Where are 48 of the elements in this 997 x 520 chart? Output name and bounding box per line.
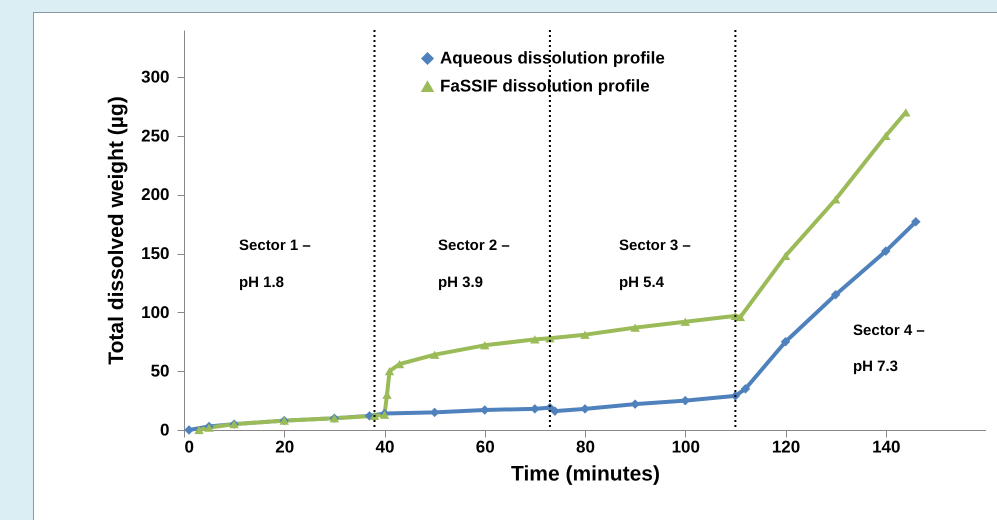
point bbox=[680, 318, 690, 326]
point bbox=[911, 217, 921, 227]
annotation: Sector 3 – bbox=[619, 237, 691, 254]
x-tick-label: 60 bbox=[476, 438, 495, 456]
point bbox=[881, 246, 890, 256]
y-tick-label: 0 bbox=[160, 420, 170, 440]
point bbox=[370, 412, 380, 420]
x-tick-label: 80 bbox=[576, 438, 595, 456]
point bbox=[780, 337, 790, 347]
x-axis-title: Time (minutes) bbox=[511, 462, 660, 486]
x-tick-label: 20 bbox=[275, 438, 294, 456]
x-tick-label: 100 bbox=[672, 438, 700, 456]
y-tick-label: 200 bbox=[141, 185, 170, 204]
point bbox=[430, 350, 440, 359]
x-tick-label: 40 bbox=[376, 438, 394, 456]
point bbox=[780, 252, 790, 260]
y-tick-label: 50 bbox=[150, 362, 170, 381]
annotation: Sector 4 – bbox=[853, 322, 925, 339]
legend-label: Aqueous dissolution profile bbox=[440, 48, 665, 68]
point bbox=[194, 426, 204, 434]
y-tick-label: 250 bbox=[141, 126, 170, 146]
x-tick-label: 140 bbox=[872, 438, 900, 456]
point bbox=[480, 405, 490, 415]
annotation: Sector 1 – bbox=[239, 237, 311, 254]
point bbox=[530, 335, 540, 344]
point bbox=[680, 396, 690, 406]
point bbox=[580, 330, 590, 339]
annotation: pH 1.8 bbox=[239, 274, 284, 291]
point bbox=[384, 367, 394, 376]
point bbox=[480, 341, 490, 350]
point bbox=[184, 425, 194, 435]
point bbox=[630, 324, 640, 332]
y-axis-title: Total dissolved weight (µg) bbox=[105, 96, 128, 365]
annotation: Sector 2 – bbox=[438, 237, 510, 254]
annotation: pH 5.4 bbox=[619, 274, 665, 291]
point bbox=[550, 406, 560, 416]
point bbox=[580, 404, 590, 414]
annotation: pH 3.9 bbox=[438, 274, 484, 291]
y-tick-label: 300 bbox=[141, 68, 170, 87]
x-tick-label: 120 bbox=[772, 438, 800, 456]
point bbox=[736, 312, 746, 322]
x-tick-label: 0 bbox=[184, 438, 194, 456]
annotation: pH 7.3 bbox=[853, 358, 898, 375]
legend-label: FaSSIF dissolution profile bbox=[440, 76, 650, 96]
point bbox=[830, 290, 840, 300]
point bbox=[740, 384, 750, 394]
y-tick-label: 150 bbox=[141, 244, 170, 264]
y-tick-label: 100 bbox=[141, 302, 170, 322]
